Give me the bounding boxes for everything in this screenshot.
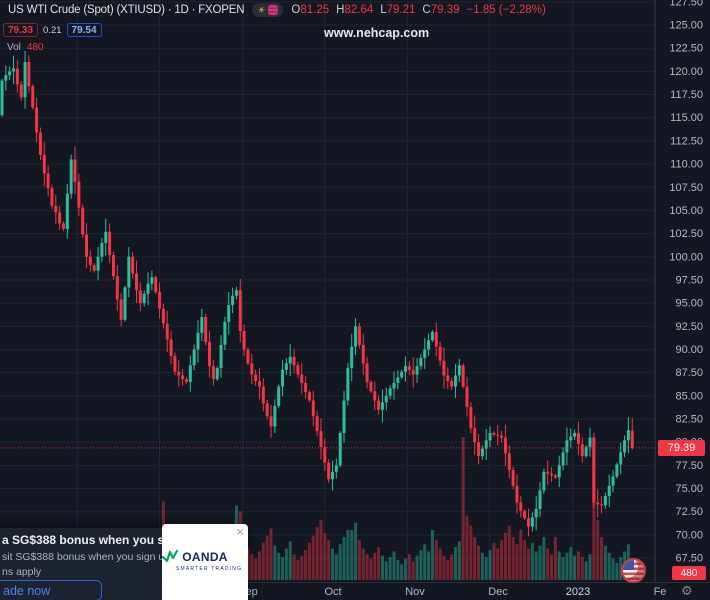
time-axis-label: Oct xyxy=(324,586,341,598)
oanda-brand-name: OANDA xyxy=(182,550,228,564)
volume-legend: Vol 480 xyxy=(7,42,44,53)
chart-header: US WTI Crude (Spot) (XTIUSD) · 1D · FXOP… xyxy=(8,3,546,17)
trade-now-button[interactable]: ade now xyxy=(0,580,102,600)
notes-icon xyxy=(268,5,279,15)
svg-text:95.00: 95.00 xyxy=(675,298,703,310)
svg-text:120.00: 120.00 xyxy=(669,66,703,78)
volume-label: Vol xyxy=(7,42,21,53)
sunrise-icon: ☀ xyxy=(257,4,266,15)
svg-text:87.50: 87.50 xyxy=(675,367,703,379)
bid-button[interactable]: 79.33 xyxy=(3,23,39,37)
svg-text:75.00: 75.00 xyxy=(675,483,703,495)
grid-lines xyxy=(0,0,655,580)
svg-text:90.00: 90.00 xyxy=(675,344,703,356)
time-axis-label: Fe xyxy=(654,586,667,598)
time-axis-label: 2023 xyxy=(566,586,590,598)
svg-text:107.50: 107.50 xyxy=(669,182,703,194)
svg-text:67.50: 67.50 xyxy=(675,553,703,565)
watermark: www.nehcap.com xyxy=(324,26,430,40)
quote-row: 79.33 0.21 79.54 xyxy=(3,23,102,37)
time-axis-label: Dec xyxy=(488,586,508,598)
spread-value: 0.21 xyxy=(43,24,62,36)
svg-text:102.50: 102.50 xyxy=(669,228,703,240)
ad-body-line2: ns apply xyxy=(2,566,42,578)
gear-icon[interactable]: ⚙ xyxy=(681,583,693,598)
market-status-pill[interactable]: ☀ xyxy=(252,3,284,17)
high-label: H xyxy=(336,4,345,16)
volume-axis-badge: 480 xyxy=(672,566,706,580)
ohlc-readout: O81.25 H82.64 L79.21 C79.39 −1.85 (−2.28… xyxy=(291,4,545,16)
svg-text:92.50: 92.50 xyxy=(675,321,703,333)
close-value: 79.39 xyxy=(430,4,460,16)
ad-close-icon[interactable]: × xyxy=(236,524,244,539)
svg-text:97.50: 97.50 xyxy=(675,274,703,286)
svg-text:127.50: 127.50 xyxy=(669,0,703,8)
low-value: 79.21 xyxy=(386,4,416,16)
oanda-check-icon xyxy=(162,550,178,563)
time-axis-label: Nov xyxy=(405,586,425,598)
symbol-title: US WTI Crude (Spot) (XTIUSD) · 1D · FXOP… xyxy=(8,4,245,16)
svg-text:70.00: 70.00 xyxy=(675,529,703,541)
ad-body-line1: sit SG$388 bonus when you sign up. xyxy=(2,551,174,563)
flag-canton xyxy=(623,560,634,570)
oanda-brand-subtitle: SMARTER TRADING xyxy=(176,566,243,572)
svg-text:105.00: 105.00 xyxy=(669,205,703,217)
open-value: 81.25 xyxy=(300,4,330,16)
low-label: L xyxy=(380,4,387,16)
svg-text:100.00: 100.00 xyxy=(669,251,703,263)
svg-text:110.00: 110.00 xyxy=(670,159,703,171)
svg-text:125.00: 125.00 xyxy=(669,20,703,32)
ad-title: a SG$388 bonus when you sign up. xyxy=(2,533,204,547)
ad-panel: a SG$388 bonus when you sign up. sit SG$… xyxy=(0,524,248,600)
us-flag-badge xyxy=(621,558,646,583)
volume-value: 480 xyxy=(26,42,44,53)
svg-text:112.50: 112.50 xyxy=(670,135,703,147)
svg-text:122.50: 122.50 xyxy=(669,43,703,55)
ask-button[interactable]: 79.54 xyxy=(66,23,102,37)
svg-text:77.50: 77.50 xyxy=(675,460,703,472)
svg-text:72.50: 72.50 xyxy=(675,506,703,518)
svg-text:82.50: 82.50 xyxy=(675,414,703,426)
change-value: −1.85 (−2.28%) xyxy=(466,4,546,16)
open-label: O xyxy=(291,4,301,16)
price-line-badge: 79.39 xyxy=(658,440,705,456)
close-label: C xyxy=(422,4,431,16)
price-scale[interactable]: 127.50 125.00 122.50 120.00 117.50 115.00 112.… xyxy=(655,0,704,582)
oanda-logo: OANDA SMARTER TRADING xyxy=(162,550,248,572)
svg-text:85.00: 85.00 xyxy=(675,390,703,402)
svg-text:115.00: 115.00 xyxy=(670,112,703,124)
candles xyxy=(0,50,634,537)
high-value: 82.64 xyxy=(344,4,374,16)
oanda-card: × OANDA SMARTER TRADING xyxy=(162,524,248,600)
svg-text:117.50: 117.50 xyxy=(670,89,703,101)
